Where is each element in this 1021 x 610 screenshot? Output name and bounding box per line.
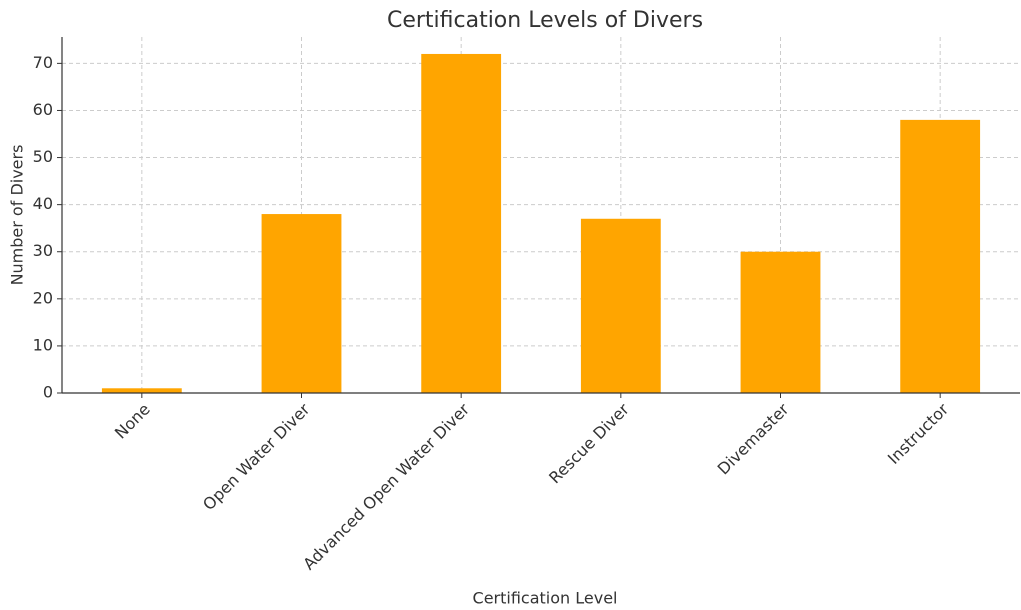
- bar: [421, 53, 502, 393]
- y-tick-label: 50: [33, 147, 53, 166]
- x-tick-label: Instructor: [884, 399, 953, 468]
- y-tick-label: 20: [33, 288, 53, 307]
- y-tick-label: 40: [33, 194, 53, 213]
- x-tick-label: Rescue Diver: [545, 399, 633, 487]
- y-tick-label: 0: [43, 383, 53, 402]
- x-axis-label: Certification Level: [473, 589, 618, 608]
- x-tick-label: None: [111, 400, 154, 443]
- x-tick-label: Divemaster: [714, 399, 793, 478]
- bar: [740, 251, 821, 393]
- y-tick-label: 10: [33, 335, 53, 354]
- bar: [261, 214, 342, 393]
- y-tick-label: 30: [33, 241, 53, 260]
- x-tick-label: Open Water Diver: [199, 399, 314, 514]
- bar: [900, 119, 981, 394]
- x-tick-label: Advanced Open Water Diver: [299, 399, 473, 573]
- y-tick-label: 70: [33, 53, 53, 72]
- chart-title: Certification Levels of Divers: [387, 8, 703, 33]
- bar: [101, 388, 182, 393]
- y-tick-label: 60: [33, 100, 53, 119]
- bar: [580, 218, 661, 393]
- y-axis-label: Number of Divers: [8, 145, 27, 286]
